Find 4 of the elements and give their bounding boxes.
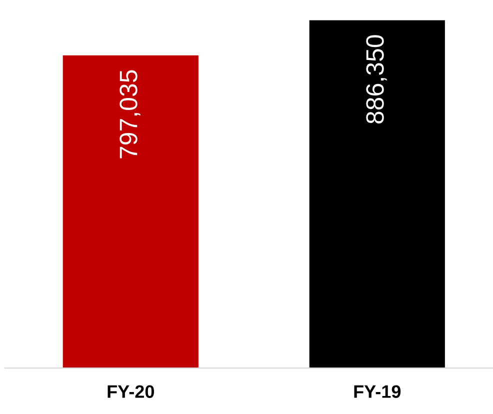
x-tick-label: FY-20 bbox=[108, 385, 154, 398]
data-label: 886,350 bbox=[366, 35, 387, 124]
data-label: 797,035 bbox=[120, 70, 140, 158]
x-tick-label: FY-19 bbox=[354, 385, 401, 398]
